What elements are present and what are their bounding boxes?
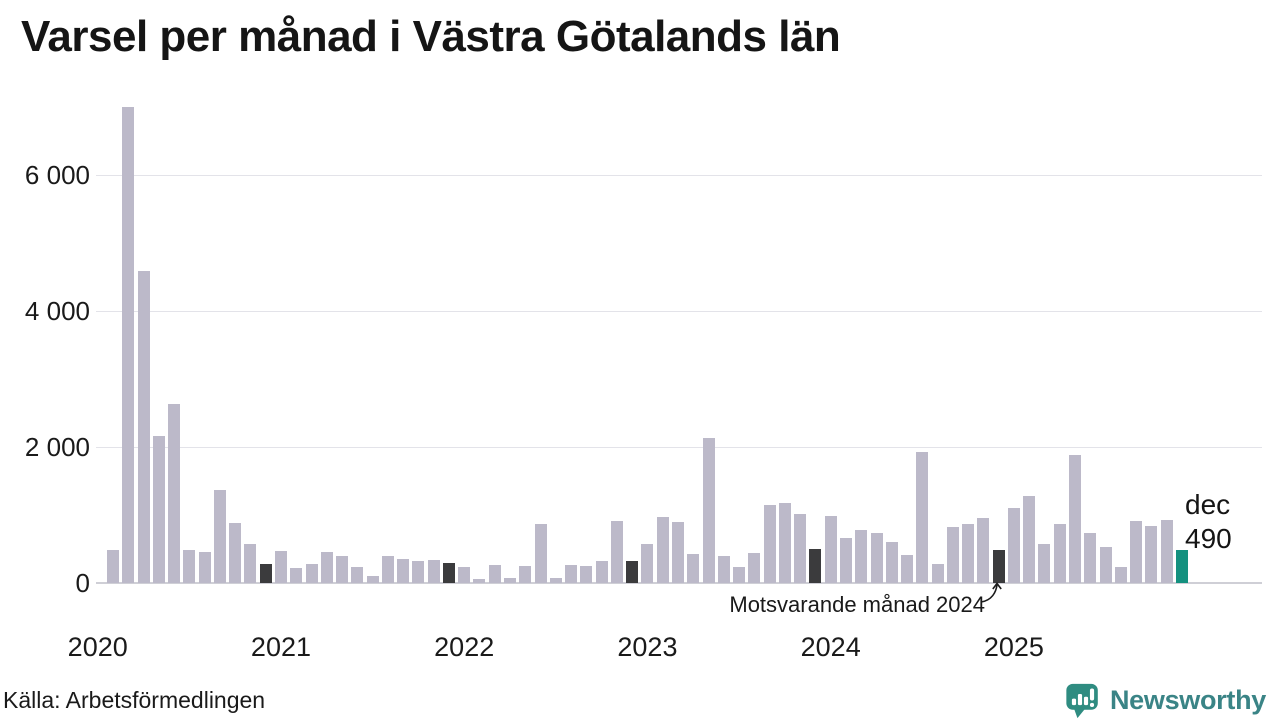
- bar-okt-2024: [962, 523, 975, 583]
- y-axis-label-4000: 4 000: [24, 296, 90, 326]
- bar-jul-2022: [549, 577, 562, 583]
- bar-nov-2021: [427, 559, 440, 583]
- bar-sep-2025: [1130, 520, 1143, 583]
- bar-maj-2024: [885, 542, 898, 583]
- bar-jun-2023: [717, 555, 730, 583]
- bar-jul-2023: [733, 567, 746, 583]
- bar-jul-2020: [183, 550, 196, 583]
- bar-jul-2024: [916, 452, 929, 583]
- bar-nov-2022: [610, 521, 623, 583]
- x-axis-label-2022: 2022: [434, 632, 495, 662]
- bar-mar-2024: [855, 529, 868, 583]
- current-point-label: dec 490: [1185, 488, 1232, 556]
- bar-jan-2025: [1007, 507, 1020, 583]
- bar-feb-2025: [1023, 495, 1036, 583]
- x-axis-label-2025: 2025: [983, 632, 1044, 662]
- gridline-4000: [96, 311, 1262, 312]
- x-axis-label-2020: 2020: [67, 632, 128, 662]
- gridline-2000: [96, 447, 1262, 448]
- chart-title: Varsel per månad i Västra Götalands län: [21, 12, 841, 61]
- bar-jul-2025: [1099, 546, 1112, 583]
- bar-maj-2022: [519, 565, 532, 583]
- current-point-value: 490: [1185, 523, 1232, 554]
- bar-feb-2023: [656, 517, 669, 583]
- bar-aug-2023: [748, 552, 761, 583]
- bar-apr-2020: [137, 270, 150, 583]
- bar-aug-2021: [381, 556, 394, 583]
- bar-jan-2021: [274, 550, 287, 583]
- x-axis-label-2021: 2021: [250, 632, 311, 662]
- bar-okt-2023: [778, 502, 791, 583]
- bar-okt-2021: [412, 560, 425, 583]
- bar-aug-2020: [198, 552, 211, 583]
- bar-maj-2025: [1069, 454, 1081, 583]
- bar-aug-2025: [1114, 567, 1127, 583]
- x-axis-label-2024: 2024: [800, 632, 861, 662]
- bar-okt-2022: [595, 560, 608, 583]
- bar-feb-2020: [107, 549, 119, 583]
- bar-jan-2024: [824, 515, 837, 583]
- bar-jun-2022: [534, 523, 547, 583]
- current-point-month: dec: [1185, 489, 1231, 520]
- bar-aug-2024: [931, 563, 944, 583]
- bar-apr-2022: [504, 577, 517, 583]
- bar-sep-2021: [397, 558, 410, 583]
- bar-maj-2021: [336, 555, 349, 583]
- newsworthy-logo-icon: [1066, 683, 1098, 718]
- bar-nov-2025: [1160, 520, 1173, 583]
- bar-maj-2023: [702, 438, 715, 583]
- bar-jan-2022: [458, 566, 471, 583]
- bar-dec-2024: [992, 549, 1005, 583]
- bar-apr-2023: [687, 553, 700, 583]
- annotation-text: Motsvarande månad 2024: [729, 592, 985, 617]
- bar-feb-2022: [473, 579, 486, 583]
- bar-okt-2025: [1145, 525, 1158, 583]
- bar-dec-2021: [442, 563, 455, 583]
- bar-dec-2020: [259, 563, 272, 583]
- bar-jun-2024: [901, 555, 914, 583]
- bar-maj-2020: [152, 436, 165, 583]
- bar-mar-2020: [122, 107, 135, 583]
- bar-aug-2022: [565, 564, 578, 583]
- x-axis-line: [96, 582, 1262, 584]
- y-axis-label-2000: 2 000: [24, 432, 90, 462]
- bar-dec-2023: [809, 549, 822, 583]
- bar-mar-2023: [671, 521, 684, 583]
- bar-dec-2022: [626, 560, 639, 583]
- bar-mar-2025: [1038, 543, 1051, 583]
- brand-logo: Newsworthy: [1064, 681, 1266, 719]
- bar-sep-2020: [213, 489, 226, 583]
- bar-jul-2021: [366, 576, 379, 583]
- bar-apr-2025: [1053, 524, 1066, 583]
- bar-mar-2021: [305, 564, 318, 583]
- bar-mar-2022: [488, 564, 501, 583]
- annotation-arrow-icon: [980, 582, 1002, 603]
- bar-jun-2020: [168, 404, 181, 583]
- bar-feb-2024: [839, 538, 852, 583]
- source-note: Källa: Arbetsförmedlingen: [3, 687, 266, 713]
- bar-nov-2020: [244, 543, 257, 583]
- gridline-6000: [96, 175, 1262, 176]
- y-axis-label-6000: 6 000: [24, 160, 90, 190]
- bar-okt-2020: [229, 523, 242, 583]
- bar-jan-2023: [641, 543, 654, 583]
- brand-name: Newsworthy: [1109, 684, 1266, 715]
- bar-jun-2021: [351, 567, 364, 583]
- bar-feb-2021: [290, 567, 303, 583]
- bar-apr-2024: [870, 533, 883, 583]
- x-axis-label-2023: 2023: [617, 632, 678, 662]
- bar-sep-2023: [763, 505, 776, 583]
- bar-sep-2022: [580, 565, 593, 583]
- bar-jun-2025: [1084, 532, 1097, 583]
- bar-nov-2024: [977, 518, 990, 583]
- y-axis-label-0: 0: [75, 568, 90, 598]
- bar-dec-2025: [1175, 549, 1188, 583]
- bar-sep-2024: [946, 526, 959, 583]
- bar-apr-2021: [320, 552, 333, 583]
- bar-nov-2023: [794, 514, 807, 583]
